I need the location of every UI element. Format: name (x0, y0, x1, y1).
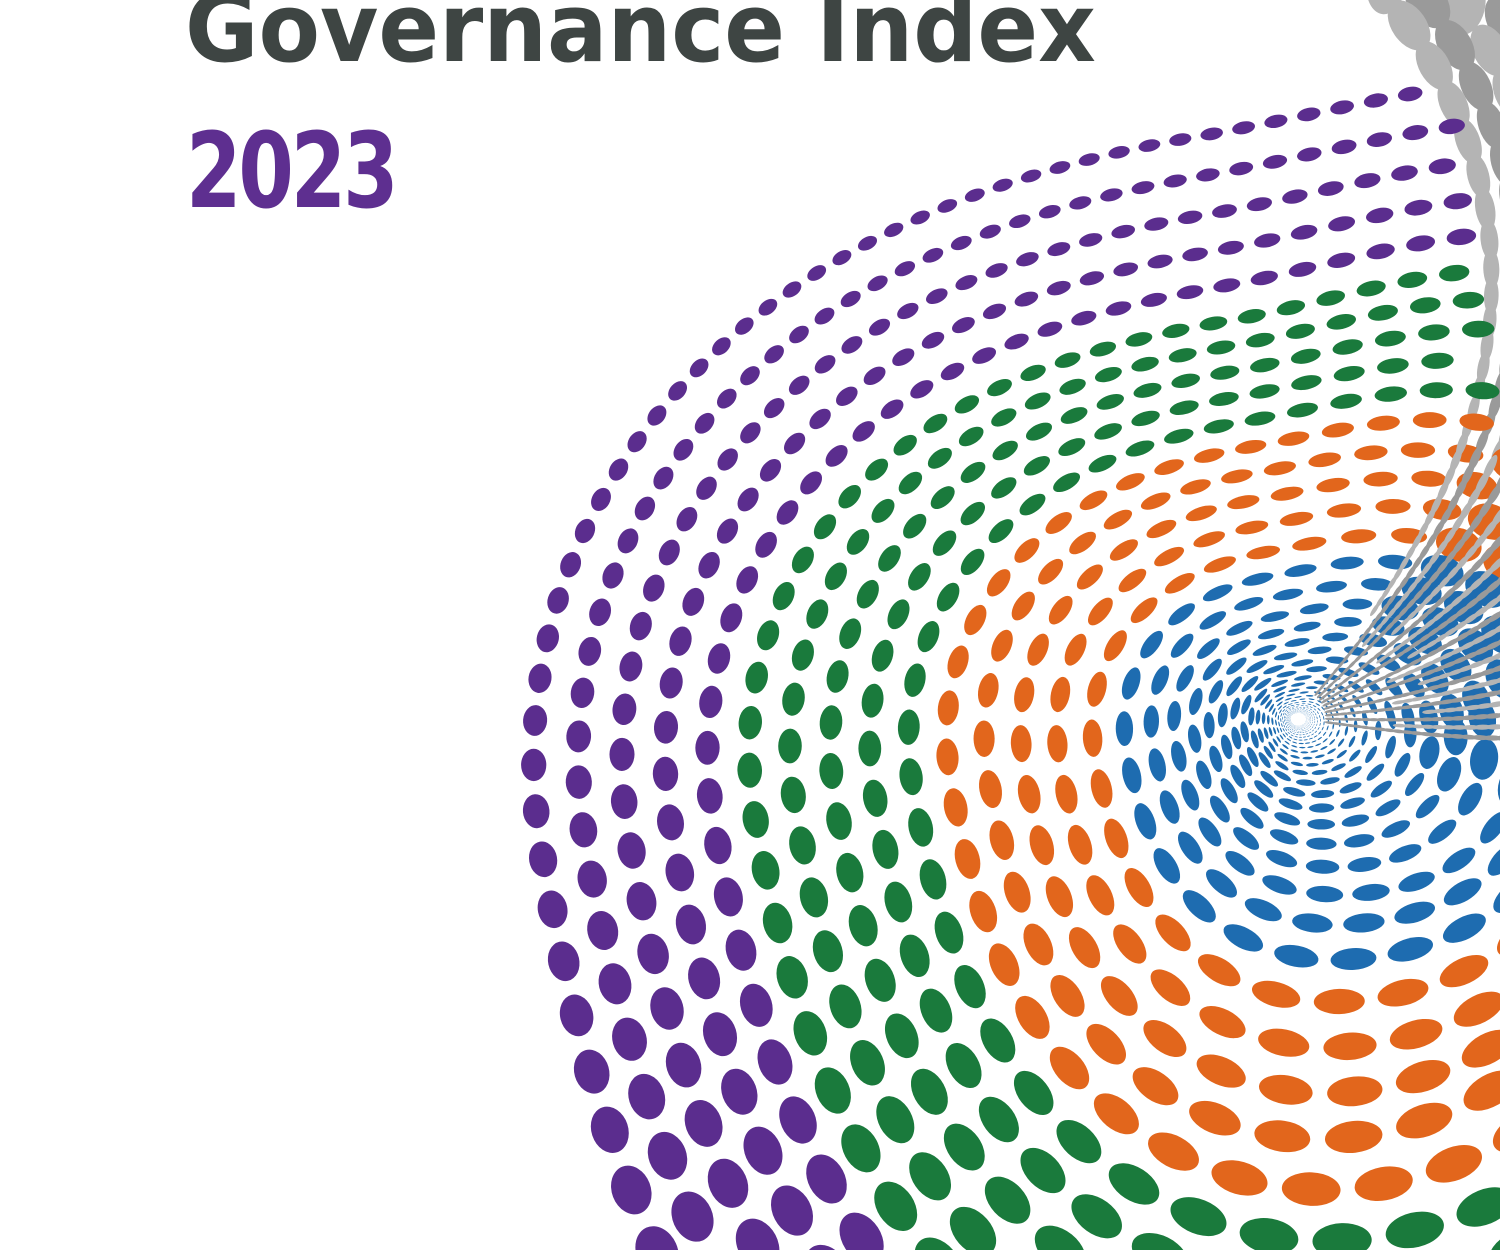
page-title: Governance Index (185, 0, 1096, 84)
page-year: 2023 (186, 110, 399, 232)
